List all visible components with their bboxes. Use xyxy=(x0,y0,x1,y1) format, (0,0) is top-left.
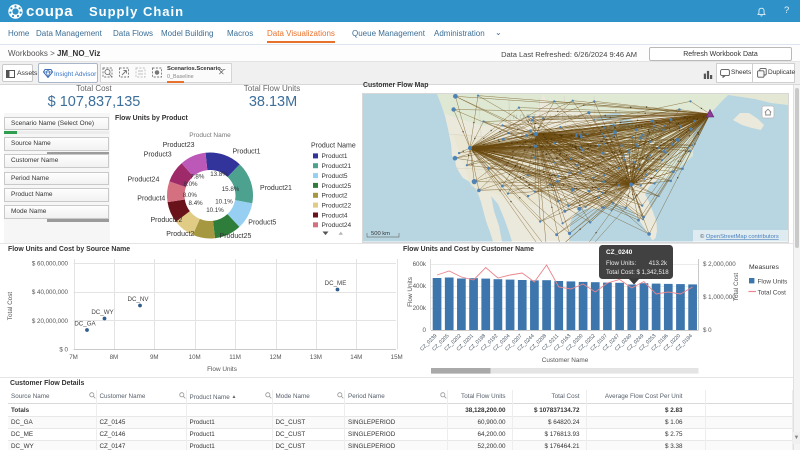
svg-text:9M: 9M xyxy=(150,354,159,361)
svg-text:Product1: Product1 xyxy=(232,148,260,155)
svg-text:Flow Units: Flow Units xyxy=(758,278,788,285)
svg-text:Product5: Product5 xyxy=(248,220,276,227)
svg-text:Product22: Product22 xyxy=(322,202,352,209)
svg-text:Total Cost: Total Cost xyxy=(733,273,740,302)
svg-text:10M: 10M xyxy=(189,354,201,361)
svg-text:CZ_0240: CZ_0240 xyxy=(606,249,633,256)
svg-text:$ 2,000,000: $ 2,000,000 xyxy=(703,261,736,268)
svg-text:$ 0: $ 0 xyxy=(59,347,68,354)
svg-text:Flow Units: Flow Units xyxy=(207,366,237,373)
svg-text:Measures: Measures xyxy=(749,264,779,271)
svg-text:8.4%: 8.4% xyxy=(189,200,204,207)
svg-text:8.0%: 8.0% xyxy=(183,192,198,199)
svg-text:Product5: Product5 xyxy=(322,173,348,180)
svg-text:7M: 7M xyxy=(69,354,78,361)
svg-text:Customer Name: Customer Name xyxy=(542,357,589,364)
svg-text:400k: 400k xyxy=(413,283,427,290)
svg-text:$ 20,000,000: $ 20,000,000 xyxy=(32,318,69,325)
svg-text:Product2: Product2 xyxy=(166,231,194,238)
svg-text:200k: 200k xyxy=(413,305,427,312)
svg-text:© OpenStreetMap contributors: © OpenStreetMap contributors xyxy=(700,233,779,240)
svg-text:15.8%: 15.8% xyxy=(222,186,240,193)
svg-text:0: 0 xyxy=(423,327,427,334)
svg-text:8M: 8M xyxy=(110,354,119,361)
svg-text:Product21: Product21 xyxy=(322,163,352,170)
svg-text:Total Cost: $ 1,342,518: Total Cost: $ 1,342,518 xyxy=(606,269,669,276)
svg-text:14M: 14M xyxy=(350,354,362,361)
svg-text:600k: 600k xyxy=(413,261,427,268)
svg-text:Flow Units: Flow Units xyxy=(407,277,414,307)
svg-text:DC_NV: DC_NV xyxy=(128,296,150,303)
svg-text:13.8%: 13.8% xyxy=(210,171,228,178)
svg-text:7.8%: 7.8% xyxy=(190,174,205,181)
svg-text:Product24: Product24 xyxy=(127,177,159,184)
svg-text:Product3: Product3 xyxy=(144,152,172,159)
svg-text:Product23: Product23 xyxy=(163,142,195,149)
svg-text:13M: 13M xyxy=(310,354,322,361)
svg-text:Product25: Product25 xyxy=(322,183,352,190)
svg-text:DC_GA: DC_GA xyxy=(74,321,96,328)
svg-text:15M: 15M xyxy=(391,354,403,361)
svg-text:11M: 11M xyxy=(229,354,241,361)
svg-text:Total Cost: Total Cost xyxy=(758,289,787,296)
svg-text:Product1: Product1 xyxy=(322,153,348,160)
svg-text:Product25: Product25 xyxy=(220,233,252,240)
svg-text:413.2k: 413.2k xyxy=(649,260,668,267)
svg-text:Product4: Product4 xyxy=(322,212,348,219)
svg-text:$ 40,000,000: $ 40,000,000 xyxy=(32,289,69,296)
svg-text:12M: 12M xyxy=(269,354,281,361)
svg-text:10.1%: 10.1% xyxy=(206,207,224,214)
svg-text:$ 0: $ 0 xyxy=(703,327,712,334)
svg-text:Product Name: Product Name xyxy=(189,132,231,139)
svg-text:10.1%: 10.1% xyxy=(215,199,233,206)
svg-text:Product24: Product24 xyxy=(322,222,352,229)
svg-text:Product22: Product22 xyxy=(150,217,182,224)
svg-text:Product Name: Product Name xyxy=(311,143,356,150)
svg-text:Product4: Product4 xyxy=(137,196,165,203)
svg-text:$ 1,000,000: $ 1,000,000 xyxy=(703,294,736,301)
svg-text:Flow Units:: Flow Units: xyxy=(606,260,636,267)
svg-text:DC_ME: DC_ME xyxy=(325,280,347,287)
svg-text:500 km: 500 km xyxy=(371,231,390,237)
svg-text:$ 60,000,000: $ 60,000,000 xyxy=(32,261,69,268)
svg-text:DC_WY: DC_WY xyxy=(91,309,113,316)
svg-text:8.0%: 8.0% xyxy=(183,181,198,188)
svg-text:Total Cost: Total Cost xyxy=(7,292,14,321)
svg-text:Product21: Product21 xyxy=(260,185,292,192)
svg-text:Product2: Product2 xyxy=(322,193,348,200)
